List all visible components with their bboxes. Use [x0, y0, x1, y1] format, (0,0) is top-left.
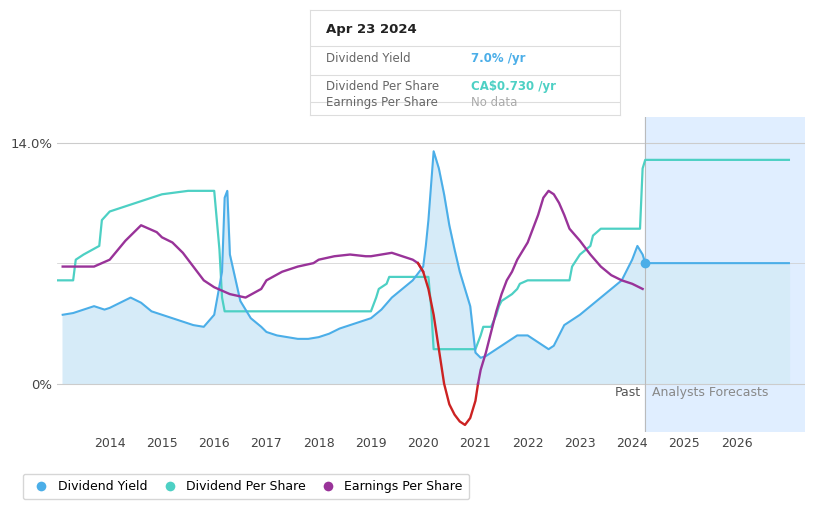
- Text: Apr 23 2024: Apr 23 2024: [325, 22, 416, 36]
- Text: Analysts Forecasts: Analysts Forecasts: [652, 386, 768, 399]
- Text: 7.0% /yr: 7.0% /yr: [471, 52, 525, 65]
- Text: No data: No data: [471, 96, 517, 109]
- Text: Earnings Per Share: Earnings Per Share: [325, 96, 438, 109]
- Legend: Dividend Yield, Dividend Per Share, Earnings Per Share: Dividend Yield, Dividend Per Share, Earn…: [23, 473, 469, 499]
- Text: Dividend Per Share: Dividend Per Share: [325, 80, 438, 93]
- Bar: [645, 117, 805, 432]
- Text: Past: Past: [615, 386, 641, 399]
- Text: Dividend Yield: Dividend Yield: [325, 52, 410, 65]
- Text: CA$0.730 /yr: CA$0.730 /yr: [471, 80, 556, 93]
